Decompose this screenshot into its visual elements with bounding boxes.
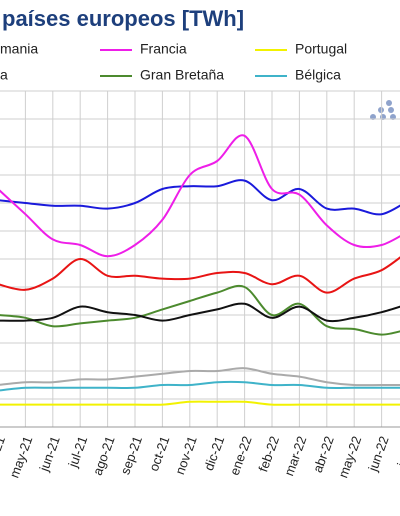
logo <box>370 100 396 120</box>
series-line <box>0 367 400 387</box>
x-tick-label: dic-21 <box>201 434 227 472</box>
x-tick-label: sep-21 <box>117 434 145 476</box>
chart-title: países europeos [TWh] <box>2 6 244 31</box>
x-tick-label: oct-21 <box>146 434 172 473</box>
x-tick-label: ago-21 <box>90 434 118 477</box>
x-tick-label: abr-22 <box>310 434 337 474</box>
x-tick-label: jul-22 <box>394 434 400 470</box>
x-tick-label: abr-21 <box>0 434 8 474</box>
legend-label: Portugal <box>295 41 347 57</box>
legend-label: Gran Bretaña <box>140 67 224 83</box>
legend-label: Francia <box>140 41 187 57</box>
x-tick-label: mar-22 <box>281 434 309 478</box>
series-line <box>0 134 400 258</box>
series-line <box>0 302 400 323</box>
x-tick-label: feb-22 <box>255 434 282 474</box>
series-line <box>0 380 400 392</box>
legend-label: a <box>0 67 8 83</box>
x-tick-label: jun-21 <box>36 434 63 474</box>
x-tick-label: ene-22 <box>227 434 255 477</box>
x-tick-label: jun-22 <box>365 434 392 474</box>
legend-label: mania <box>0 41 38 57</box>
series-line <box>0 400 400 406</box>
x-tick-label: may-22 <box>335 434 364 480</box>
series-line <box>0 179 400 216</box>
x-tick-label: nov-21 <box>172 434 200 476</box>
series-line <box>0 284 400 336</box>
series-line <box>0 256 400 294</box>
legend-label: Bélgica <box>295 67 341 83</box>
x-tick-label: may-21 <box>7 434 36 480</box>
x-tick-label: jul-21 <box>65 434 90 470</box>
